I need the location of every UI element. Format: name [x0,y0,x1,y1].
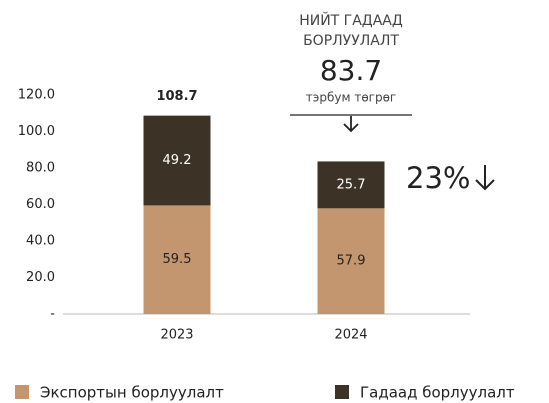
x-tick-label: 2024 [334,328,367,343]
bar-segment [143,205,211,314]
y-tick-label: 40.0 [26,234,55,249]
legend-label: Гадаад борлуулалт [360,384,515,402]
y-tick-label: 100.0 [18,124,55,139]
down-arrow [343,116,359,133]
bar-segment [317,161,385,209]
annotation-change: 23% [406,161,470,195]
total-label: 108.7 [156,89,197,104]
y-tick-label: - [50,307,55,322]
data-label: 59.5 [163,252,192,267]
data-label: 49.2 [163,153,192,168]
down-arrow [475,165,495,191]
bar-segment [143,115,211,206]
y-tick-label: 80.0 [26,161,55,176]
legend-swatch [15,385,29,399]
annotation-heading: НИЙТ ГАДААД [299,11,403,29]
annotation-unit: тэрбум төгрөг [306,91,396,105]
data-label: 57.9 [337,254,366,269]
data-label: 25.7 [337,177,366,192]
x-tick-label: 2023 [160,328,193,343]
annotation-heading: БОРЛУУЛАЛТ [303,33,399,49]
y-tick-label: 20.0 [26,270,55,285]
annotation-total: 83.7 [320,54,382,87]
bar-segment [317,208,385,314]
y-tick-label: 60.0 [26,197,55,212]
y-tick-label: 120.0 [18,88,55,103]
legend-swatch [335,385,349,399]
legend-label: Экспортын борлуулалт [40,384,224,402]
